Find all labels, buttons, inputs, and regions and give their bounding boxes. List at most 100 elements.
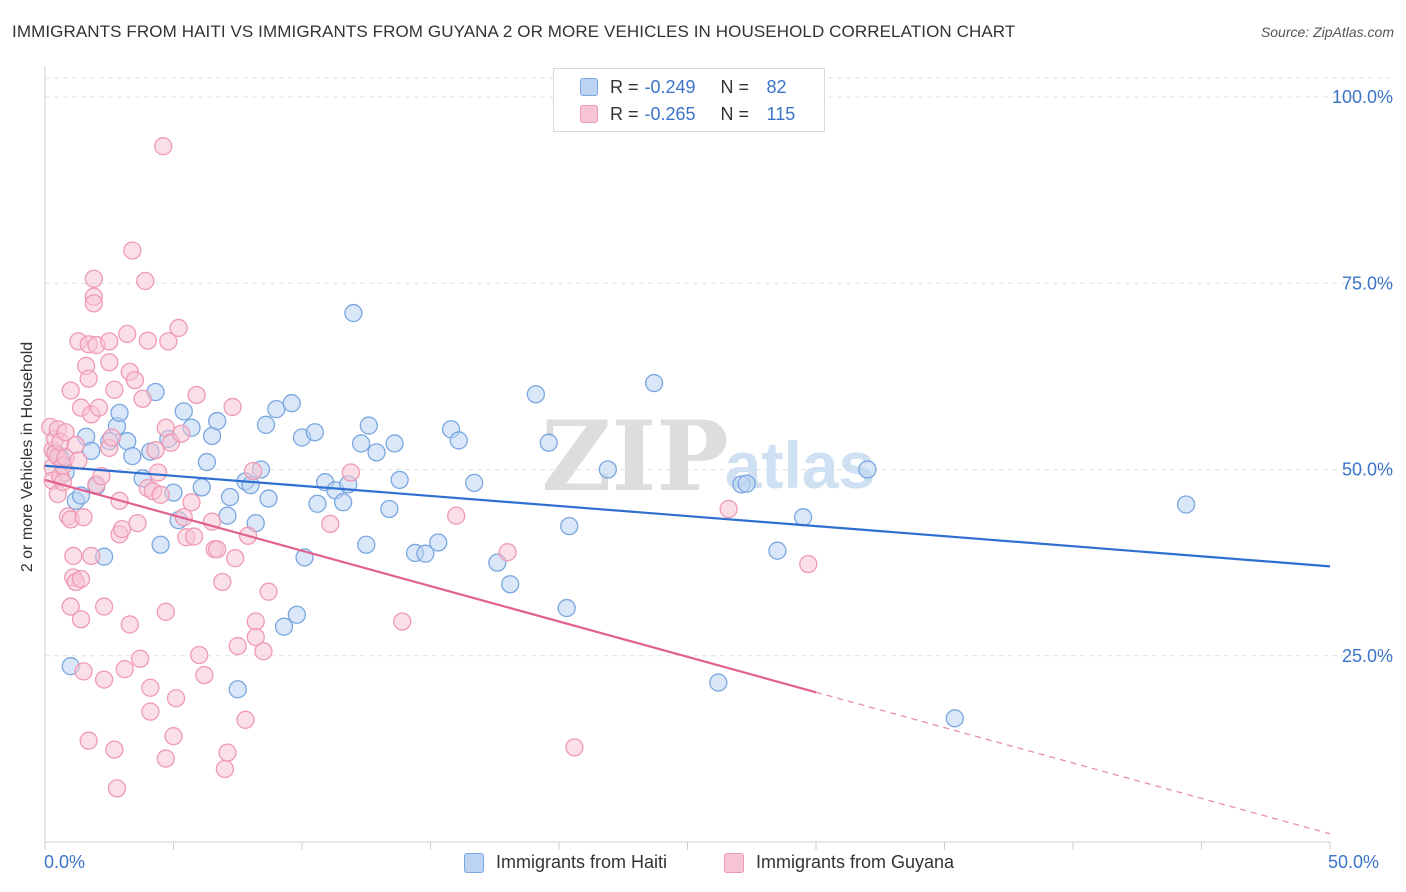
legend-r-value-guyana: -0.265 bbox=[644, 103, 696, 124]
data-point bbox=[146, 440, 165, 460]
data-point bbox=[858, 460, 877, 479]
legend-row-guyana: R = -0.265 N = 115 bbox=[580, 102, 795, 126]
data-point bbox=[799, 554, 818, 574]
data-point bbox=[172, 424, 191, 443]
legend-r-label: R = bbox=[610, 103, 639, 124]
data-point bbox=[66, 435, 85, 455]
data-point bbox=[138, 331, 157, 350]
x-tick-label-min: 0.0% bbox=[44, 852, 86, 872]
data-point bbox=[133, 389, 152, 408]
data-point bbox=[526, 385, 546, 404]
data-point bbox=[223, 397, 242, 417]
data-point bbox=[380, 499, 399, 519]
data-point bbox=[213, 572, 232, 592]
legend-n-label: N = bbox=[720, 76, 750, 97]
data-point bbox=[102, 428, 121, 447]
trend-line-guyana bbox=[44, 478, 817, 694]
data-point bbox=[321, 514, 340, 534]
data-point bbox=[557, 598, 576, 618]
data-point bbox=[218, 506, 237, 525]
data-point bbox=[151, 535, 170, 554]
series-legend-haiti: Immigrants from Haiti bbox=[464, 852, 667, 873]
data-point bbox=[344, 303, 363, 323]
trend-line-guyana-extension bbox=[815, 691, 1331, 835]
series-guyana-points bbox=[40, 137, 818, 798]
data-point bbox=[156, 749, 175, 768]
data-point bbox=[501, 575, 520, 594]
data-point bbox=[333, 493, 353, 512]
data-point bbox=[192, 478, 211, 497]
data-point bbox=[208, 411, 227, 431]
data-point bbox=[246, 612, 265, 631]
data-point bbox=[184, 527, 204, 546]
data-point bbox=[141, 702, 160, 721]
data-point bbox=[128, 513, 147, 533]
stats-legend: R = -0.249 N = 82 R = -0.265 N = 115 bbox=[553, 68, 825, 132]
data-point bbox=[82, 546, 101, 566]
y-tick-labels: 25.0% 50.0% 75.0% 100.0% bbox=[1332, 87, 1393, 666]
data-point bbox=[110, 403, 129, 423]
source-label: Source: ZipAtlas.com bbox=[1260, 24, 1394, 40]
series-swatch-haiti bbox=[464, 852, 484, 873]
legend-r-label: R = bbox=[610, 76, 639, 97]
data-point bbox=[429, 533, 448, 552]
data-point bbox=[130, 649, 150, 668]
y-tick-label: 100.0% bbox=[1332, 87, 1393, 107]
data-point bbox=[560, 516, 579, 536]
data-point bbox=[94, 670, 114, 689]
data-point bbox=[107, 779, 127, 798]
data-point bbox=[136, 271, 155, 291]
data-point bbox=[164, 727, 183, 746]
data-point bbox=[215, 759, 235, 779]
data-point bbox=[79, 731, 98, 750]
series-legend: Immigrants from Haiti Immigrants from Gu… bbox=[0, 852, 1406, 876]
series-legend-guyana: Immigrants from Guyana bbox=[724, 852, 954, 873]
data-point bbox=[719, 499, 738, 519]
data-point bbox=[565, 738, 584, 757]
data-point bbox=[141, 678, 160, 697]
watermark-zip: ZIP bbox=[541, 400, 728, 513]
data-point bbox=[1176, 495, 1196, 514]
legend-n-value-guyana: 115 bbox=[766, 103, 796, 124]
data-point bbox=[393, 612, 412, 631]
data-point bbox=[945, 709, 964, 728]
data-point bbox=[123, 241, 142, 260]
data-point bbox=[74, 508, 93, 527]
data-point bbox=[228, 636, 247, 656]
data-point bbox=[166, 689, 186, 708]
data-point bbox=[190, 645, 209, 665]
data-point bbox=[220, 487, 240, 507]
y-tick-label: 25.0% bbox=[1342, 646, 1393, 666]
data-point bbox=[84, 269, 103, 288]
data-point bbox=[174, 402, 193, 421]
data-point bbox=[259, 582, 278, 601]
data-point bbox=[89, 398, 109, 417]
data-point bbox=[61, 381, 80, 400]
legend-swatch-guyana bbox=[580, 105, 598, 123]
series-label-guyana: Immigrants from Guyana bbox=[756, 852, 955, 872]
data-point bbox=[359, 416, 378, 435]
data-point bbox=[74, 662, 93, 681]
data-point bbox=[187, 385, 206, 405]
data-point bbox=[244, 461, 263, 481]
data-point bbox=[709, 673, 728, 692]
legend-swatch-haiti bbox=[580, 78, 598, 96]
data-point bbox=[64, 546, 83, 566]
data-points bbox=[40, 137, 1196, 798]
legend-n-label: N = bbox=[720, 103, 750, 124]
data-point bbox=[367, 443, 386, 462]
data-point bbox=[61, 597, 80, 616]
data-point bbox=[156, 602, 175, 621]
data-point bbox=[267, 400, 286, 419]
data-point bbox=[71, 610, 91, 629]
data-point bbox=[794, 508, 813, 527]
data-point bbox=[256, 415, 276, 434]
gridlines bbox=[45, 77, 1392, 657]
data-point bbox=[148, 463, 168, 482]
trend-line-haiti bbox=[44, 464, 1331, 568]
data-point bbox=[100, 353, 119, 372]
data-point bbox=[498, 543, 517, 562]
data-point bbox=[56, 423, 75, 442]
data-point bbox=[92, 467, 111, 486]
